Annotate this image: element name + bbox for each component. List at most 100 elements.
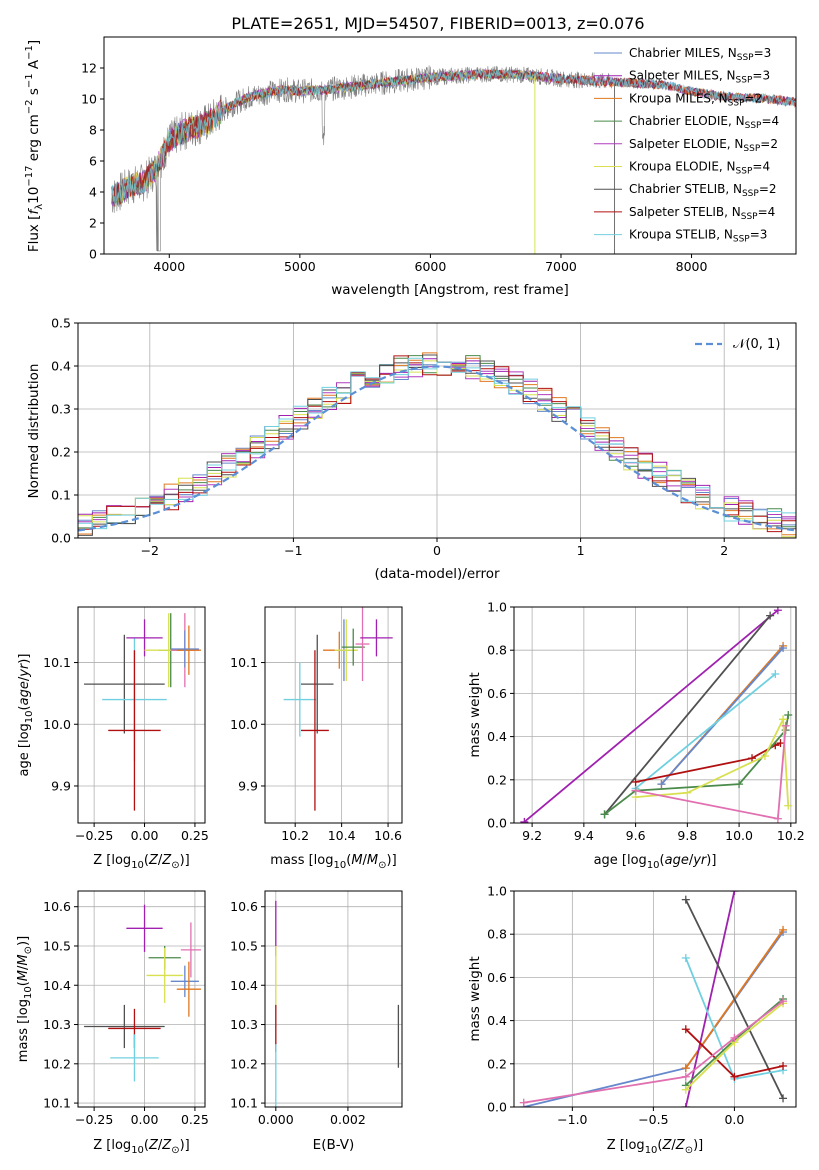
weight-marker-chabrier_miles: [657, 780, 666, 789]
weight-line-salpeter_stelib: [635, 742, 781, 783]
y-tick-label: 10.0: [43, 717, 71, 732]
grid: [265, 891, 402, 1107]
errorbar-point-salpeter_stelib: [300, 650, 329, 811]
weight-marker-salpeter_stelib: [748, 754, 757, 763]
errorbar-point-chabrier_stelib: [84, 1004, 165, 1049]
weight-marker-kroupa_elodie: [683, 788, 692, 797]
y-tick-label: 10.4: [43, 978, 71, 993]
y-axis-label: age [log10(age/yr)]: [17, 654, 35, 777]
weight-line-chabrier_stelib: [684, 899, 784, 1099]
x-tick-label: 0.0: [724, 1112, 744, 1127]
weight-marker-salpeter_stelib: [779, 1061, 788, 1070]
weight-marker-chabrier_elodie: [784, 711, 793, 719]
legend-entry-chabrier_stelib: Chabrier STELIB, NSSP=2: [629, 182, 777, 199]
y-tick-label: 0.6: [487, 686, 507, 701]
x-tick-label: 9.2: [522, 828, 542, 843]
axes-frame: [264, 890, 403, 1108]
weight-marker-pink: [773, 814, 782, 823]
y-axis-label: mass weight: [467, 672, 483, 757]
x-tick-label: 2: [720, 543, 728, 558]
errorbar-point-kroupa_elodie: [146, 947, 183, 1003]
axes-mass-vs-Z: −0.25 0.00 0.25 10.1 10.2 10.3 10.4 10.5 10.6 Z […: [16, 890, 209, 1156]
y-tick-label: 10.5: [43, 938, 71, 953]
y-tick-label: 0.1: [51, 488, 71, 503]
axes-mass-weight-vs-Z: −1.0 −0.5 0.0 0.0 0.2 0.4 0.6 0.8 1.0 Z [log10(Z/…: [467, 884, 797, 1156]
errorbar-point-salpeter_miles: [360, 619, 393, 657]
weight-line-kroupa_stelib: [635, 673, 776, 790]
errorbar-point-kroupa_miles: [176, 625, 201, 675]
weight-marker-kroupa_elodie: [760, 752, 769, 761]
x-tick-label: −1: [284, 543, 302, 558]
x-axis-label: age [log10(age/yr)]: [594, 853, 717, 871]
y-tick-label: 6: [89, 154, 97, 169]
x-tick-label: −0.25: [75, 1112, 113, 1127]
errorbar-point-kroupa_stelib: [283, 662, 317, 737]
x-tick-label: 10.2: [281, 828, 309, 843]
x-tick-label: 0.25: [181, 1112, 209, 1127]
y-tick-label: 8: [89, 123, 97, 138]
weight-line-chabrier_miles: [660, 647, 784, 785]
x-tick-label: 9.6: [626, 828, 646, 843]
plot-area-spectrum: [111, 65, 796, 254]
weight-marker-pink: [779, 997, 788, 1006]
x-tick-label: 7000: [545, 259, 577, 274]
plot-area-age-vs-mass: [283, 607, 393, 811]
weight-marker-salpeter_stelib: [730, 1072, 739, 1081]
weight-marker-kroupa_elodie: [681, 1085, 690, 1094]
y-tick-label: 0.5: [51, 316, 71, 331]
errorbar-point-salpeter_miles: [126, 904, 163, 952]
legend-entry-chabrier_miles: Chabrier MILES, NSSP=3: [629, 46, 771, 63]
weight-marker-chabrier_elodie: [735, 780, 744, 789]
weight-marker-chabrier_stelib: [779, 1094, 788, 1103]
x-tick-label: 0.00: [131, 1112, 159, 1127]
weight-marker-chabrier_miles: [779, 644, 788, 653]
y-tick-label: 10.2: [230, 1056, 258, 1071]
weight-marker-pink: [730, 1033, 739, 1042]
y-tick-label: 0.0: [51, 531, 71, 546]
weight-marker-pink: [631, 786, 640, 795]
y-tick-label: 9.9: [51, 778, 71, 793]
y-tick-label: 2: [89, 216, 97, 231]
y-axis-label: Flux [fλ10−17 erg cm−2 s−1 A−1]: [24, 40, 45, 252]
weight-marker-chabrier_stelib: [766, 611, 775, 620]
y-tick-label: 10.0: [230, 717, 258, 732]
weight-line-chabrier_elodie: [604, 789, 637, 816]
weight-line-salpeter_miles: [684, 891, 736, 1107]
x-tick-label: 8000: [676, 259, 708, 274]
x-tick-label: 10.0: [725, 828, 753, 843]
x-axis-label: Z [log10(Z/Z⊙)]: [607, 1138, 704, 1156]
errorbar-point-chabrier_elodie: [341, 628, 365, 666]
x-axis-label: mass [log10(M/M⊙)]: [270, 853, 396, 871]
y-tick-label: 0.4: [51, 359, 71, 374]
legend-entry-salpeter_miles: Salpeter MILES, NSSP=3: [629, 69, 770, 86]
x-axis-label: E(B-V): [313, 1137, 355, 1153]
y-tick-label: 10.4: [230, 978, 258, 993]
y-tick-label: 10.6: [43, 899, 71, 914]
weight-marker-chabrier_elodie: [600, 810, 609, 819]
weight-marker-kroupa_miles: [681, 1064, 690, 1073]
y-tick-label: 10.3: [43, 1017, 71, 1032]
y-tick-label: 0.2: [487, 1056, 507, 1071]
weight-marker-salpeter_miles: [730, 891, 739, 895]
x-axis-label: wavelength [Angstrom, rest frame]: [331, 282, 569, 298]
weight-marker-salpeter_stelib: [776, 739, 785, 748]
x-axis-label: Z [log10(Z/Z⊙)]: [93, 1138, 190, 1156]
spectrum-model-kroupa_stelib: [111, 68, 796, 205]
errorbar-point-pink: [180, 922, 201, 978]
y-tick-label: 10.1: [43, 655, 71, 670]
weight-marker-pink: [681, 1072, 690, 1081]
x-tick-label: 10.4: [328, 828, 356, 843]
y-tick-label: 10.1: [43, 1096, 71, 1111]
y-tick-label: 10.2: [43, 1056, 71, 1071]
errorbar-point-kroupa_elodie: [334, 619, 358, 682]
y-tick-label: 10.5: [230, 938, 258, 953]
weight-marker-kroupa_elodie: [784, 801, 793, 810]
y-tick-label: 9.9: [238, 778, 258, 793]
x-tick-label: 9.4: [574, 828, 594, 843]
axes-spectrum: 4000 5000 6000 7000 8000 0 2 4 6 8 10 12 wavelength …: [24, 36, 797, 298]
weight-marker-pink: [781, 721, 790, 730]
x-tick-label: 0.25: [181, 828, 209, 843]
y-tick-label: 1.0: [487, 884, 507, 899]
weight-marker-salpeter_stelib: [681, 1025, 690, 1034]
